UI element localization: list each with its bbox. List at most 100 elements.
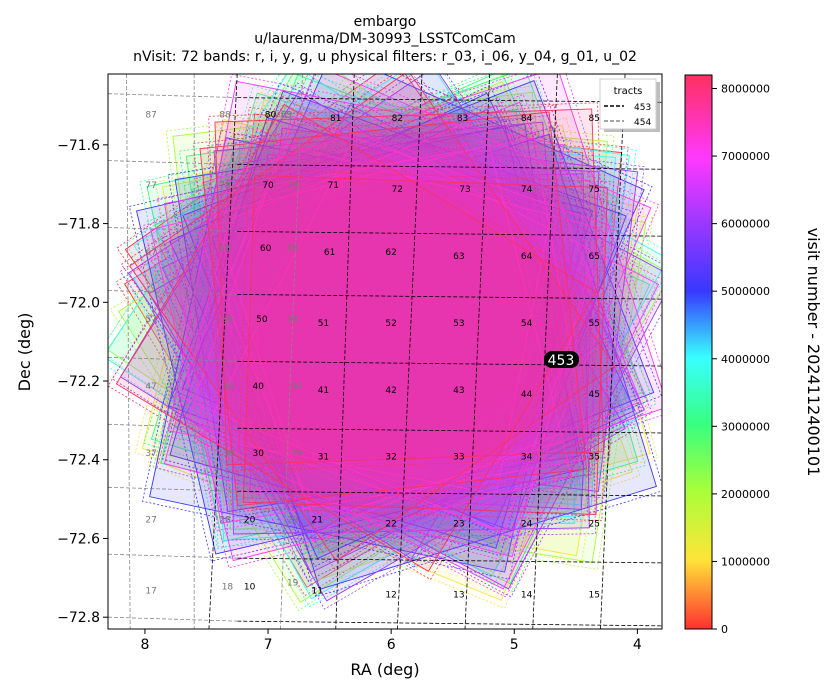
patch-label-453: 13 bbox=[453, 591, 464, 601]
x-tick-label: 5 bbox=[510, 637, 519, 653]
visit-footprint-outline bbox=[157, 130, 598, 531]
patch-label-454: 68 bbox=[219, 244, 231, 254]
patch-label-453: 42 bbox=[385, 386, 396, 396]
visit-footprint-outline bbox=[161, 84, 644, 567]
patch-label-453: 44 bbox=[521, 390, 533, 400]
visit-footprint-outline bbox=[142, 130, 589, 580]
y-axis-label: Dec (deg) bbox=[15, 313, 34, 392]
patch-label-454: 47 bbox=[145, 382, 156, 392]
visit-footprint-rect bbox=[115, 103, 597, 572]
patch-label-453: 22 bbox=[385, 520, 396, 530]
visit-footprint-outline bbox=[160, 82, 635, 539]
patch-label-454: 29 bbox=[287, 516, 299, 526]
legend-entry-453: 453 bbox=[634, 103, 651, 113]
patch-label-454: 58 bbox=[222, 315, 234, 325]
tract-453-boundary bbox=[237, 557, 662, 564]
patch-label-454: 87 bbox=[145, 110, 156, 120]
patch-label-454: 57 bbox=[145, 315, 156, 325]
patch-label-453: 60 bbox=[260, 244, 272, 254]
patch-label-453: 53 bbox=[453, 319, 464, 329]
patch-boundary bbox=[335, 74, 355, 629]
visit-footprint-outline bbox=[235, 121, 645, 499]
patch-label-453: 64 bbox=[521, 252, 533, 262]
visit-footprint-rect bbox=[242, 127, 639, 493]
patch-label-453: 80 bbox=[265, 110, 277, 120]
tract-453-boundary bbox=[237, 620, 662, 627]
tract-454-boundary bbox=[108, 423, 238, 429]
y-tick-label: −72.0 bbox=[57, 295, 100, 311]
patch-label-453: 71 bbox=[328, 181, 339, 191]
patch-label-453: 52 bbox=[385, 319, 396, 329]
y-tick-label: −71.6 bbox=[57, 138, 100, 154]
plot-area: 10 11 12 13 14 15 20 21 22 23 24 25 30 31 32 33 34 35 40 41… bbox=[108, 74, 662, 629]
y-axis: −71.6 −71.8 −72.0 −72.2 −72.4 −72.6 −72.8 bbox=[57, 138, 108, 626]
y-tick-label: −72.2 bbox=[57, 374, 100, 390]
patch-labels: 10 11 12 13 14 15 20 21 22 23 24 25 30 31 32 33 34 35 40 41… bbox=[145, 110, 600, 600]
patch-label-453: 14 bbox=[521, 591, 533, 601]
chart-title: embargo u/laurenma/DM-30993_LSSTComCam n… bbox=[133, 14, 637, 65]
tract-454-boundary bbox=[108, 553, 238, 559]
patch-label-454: 59 bbox=[287, 315, 299, 325]
patch-label-453: 84 bbox=[521, 114, 533, 124]
patch-label-453: 43 bbox=[453, 386, 464, 396]
patch-label-453: 50 bbox=[256, 315, 268, 325]
legend-entry-454: 454 bbox=[634, 118, 651, 128]
patch-label-453: 70 bbox=[262, 181, 274, 191]
colorbar-tick-label: 6000000 bbox=[721, 218, 770, 231]
patch-label-453: 15 bbox=[589, 591, 600, 601]
patch-label-453: 75 bbox=[589, 185, 600, 195]
patch-label-453: 72 bbox=[392, 185, 403, 195]
patch-label-454: 19 bbox=[287, 579, 299, 589]
patch-label-453: 82 bbox=[392, 114, 403, 124]
patch-label-454: 17 bbox=[145, 587, 156, 597]
patch-label-453: 54 bbox=[521, 319, 533, 329]
tract-454-boundary bbox=[108, 160, 238, 165]
legend-title: tracts bbox=[614, 86, 643, 97]
visit-footprint-rect bbox=[214, 108, 605, 466]
patch-label-453: 24 bbox=[521, 520, 533, 530]
tract-454-boundary bbox=[108, 227, 238, 232]
patch-label-453: 10 bbox=[244, 583, 256, 593]
visit-footprint-outline bbox=[119, 74, 623, 549]
visit-footprint-rect bbox=[213, 121, 572, 471]
patch-boundary bbox=[396, 74, 423, 629]
patch-boundary bbox=[600, 74, 626, 629]
visit-footprint-outline bbox=[192, 105, 594, 513]
legend-box bbox=[599, 78, 657, 130]
patch-label-454: 89 bbox=[281, 110, 293, 120]
patch-label-453: 32 bbox=[385, 453, 396, 463]
patch-label-454: 48 bbox=[223, 382, 235, 392]
title-line-2: u/laurenma/DM-30993_LSSTComCam bbox=[254, 31, 516, 47]
visit-footprint bbox=[208, 102, 611, 472]
tract-453-boundary bbox=[237, 427, 662, 434]
patch-label-454: 88 bbox=[219, 110, 231, 120]
tract-454-boundary bbox=[108, 616, 238, 622]
patch-label-453: 74 bbox=[521, 185, 533, 195]
patch-label-453: 63 bbox=[453, 252, 464, 262]
x-tick-label: 6 bbox=[387, 637, 396, 653]
patch-label-453: 51 bbox=[318, 319, 329, 329]
tract-453-boundary bbox=[237, 294, 662, 300]
x-tick-label: 7 bbox=[264, 637, 273, 653]
patch-label-453: 62 bbox=[385, 248, 396, 258]
tract-label: 453 bbox=[548, 353, 575, 369]
patch-label-453: 61 bbox=[324, 248, 335, 258]
patch-label-453: 11 bbox=[312, 587, 323, 597]
visit-footprint-rect bbox=[129, 74, 616, 562]
patch-label-453: 30 bbox=[252, 449, 264, 459]
tract-453-boundary bbox=[237, 164, 662, 170]
x-axis: 8 7 6 5 4 bbox=[140, 629, 642, 653]
colorbar-tick-label: 7000000 bbox=[721, 150, 770, 163]
plot-frame bbox=[107, 73, 663, 630]
colorbar-tick-label: 4000000 bbox=[721, 353, 770, 366]
patch-label-454: 28 bbox=[219, 516, 231, 526]
patch-label-453: 33 bbox=[453, 453, 464, 463]
visit-footprint bbox=[236, 168, 615, 522]
patch-boundary bbox=[208, 74, 238, 629]
y-tick-label: −72.8 bbox=[57, 610, 100, 626]
patch-label-453: 23 bbox=[453, 520, 464, 530]
patch-label-454: 37 bbox=[145, 449, 156, 459]
patch-label-453: 34 bbox=[521, 453, 533, 463]
visit-footprint-outline bbox=[229, 138, 646, 564]
colorbar: 0 1000000 2000000 3000000 4000000 5000000 6000… bbox=[684, 74, 823, 636]
